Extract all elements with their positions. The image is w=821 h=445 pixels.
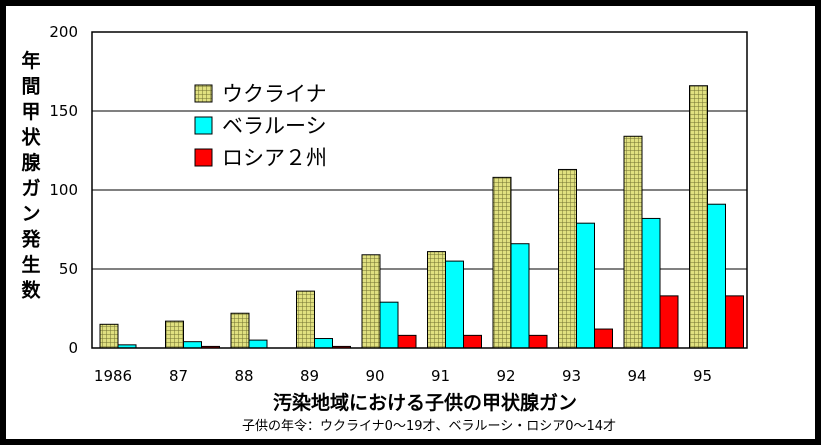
x-tick-label: 87 xyxy=(169,367,188,385)
bar xyxy=(165,320,184,349)
bar xyxy=(641,217,661,349)
x-tick-label: 90 xyxy=(365,367,384,385)
y-tick-label: 0 xyxy=(68,339,78,357)
bar xyxy=(659,295,679,349)
bar xyxy=(528,334,548,349)
y-tick-label: 150 xyxy=(49,102,78,120)
bar xyxy=(397,334,417,349)
chart-frame: 0 50 100 150 200 1986 87 88 89 90 91 92 93 94 95 年間甲状… xyxy=(6,6,815,439)
legend-label: ロシア２州 xyxy=(222,146,327,170)
x-tick-label: 94 xyxy=(627,367,646,385)
bar xyxy=(296,290,315,349)
bar xyxy=(361,254,381,349)
x-tick-label: 88 xyxy=(234,367,253,385)
bar-chart: 0 50 100 150 200 1986 87 88 89 90 91 92 93 94 95 年間甲状… xyxy=(20,23,748,434)
chart-title: 汚染地域における子供の甲状腺ガン xyxy=(273,391,577,414)
bar xyxy=(379,301,399,349)
legend-swatch xyxy=(194,84,213,103)
bar xyxy=(492,176,512,349)
legend-label: ベラルーシ xyxy=(222,114,327,138)
bar xyxy=(445,260,464,349)
bar xyxy=(623,135,643,349)
x-tick-label: 1986 xyxy=(94,367,132,385)
y-axis-label: 年間甲状腺ガン発生数 xyxy=(20,49,41,302)
y-axis-ticks: 0 50 100 150 200 xyxy=(49,23,78,357)
y-tick-label: 200 xyxy=(49,23,78,41)
x-tick-label: 92 xyxy=(496,367,515,385)
bar xyxy=(230,312,250,349)
bar xyxy=(463,334,482,349)
bar xyxy=(576,222,595,349)
bar xyxy=(558,168,577,349)
x-axis-ticks: 1986 87 88 89 90 91 92 93 94 95 xyxy=(94,367,712,385)
legend-swatch xyxy=(194,148,213,167)
x-tick-label: 89 xyxy=(300,367,319,385)
x-tick-label: 95 xyxy=(693,367,712,385)
bar xyxy=(707,203,726,349)
y-tick-label: 50 xyxy=(59,260,78,278)
bar xyxy=(594,328,613,349)
legend-swatch xyxy=(194,116,213,135)
bars xyxy=(99,85,744,349)
x-tick-label: 91 xyxy=(431,367,450,385)
bar xyxy=(99,323,119,349)
legend-label: ウクライナ xyxy=(222,82,327,106)
bar xyxy=(725,295,744,349)
bar xyxy=(314,338,333,349)
bar xyxy=(510,243,530,349)
y-tick-label: 100 xyxy=(49,181,78,199)
plot-area-border xyxy=(91,31,748,349)
bar xyxy=(689,85,708,349)
bar xyxy=(183,341,202,349)
bar xyxy=(427,251,446,349)
x-tick-label: 93 xyxy=(562,367,581,385)
chart-subtitle: 子供の年令：ウクライナ0～19才、ベラルーシ・ロシア0～14才 xyxy=(242,419,616,434)
bar xyxy=(248,339,268,349)
